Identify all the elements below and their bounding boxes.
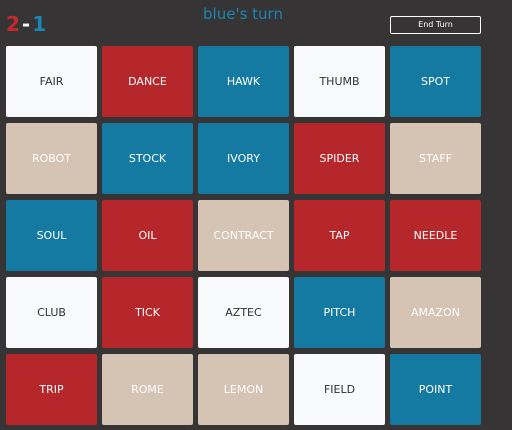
- word-card[interactable]: STAFF: [390, 123, 481, 194]
- word-card[interactable]: POINT: [390, 354, 481, 425]
- score-separator: -: [21, 12, 33, 36]
- word-card[interactable]: SOUL: [6, 200, 97, 271]
- word-card[interactable]: TRIP: [6, 354, 97, 425]
- score: 2-1: [6, 12, 48, 36]
- word-card[interactable]: ROBOT: [6, 123, 97, 194]
- word-card[interactable]: DANCE: [102, 46, 193, 117]
- word-card[interactable]: IVORY: [198, 123, 289, 194]
- word-card[interactable]: TICK: [102, 277, 193, 348]
- turn-title: blue's turn: [203, 5, 283, 23]
- word-card[interactable]: AMAZON: [390, 277, 481, 348]
- word-card[interactable]: HAWK: [198, 46, 289, 117]
- word-card[interactable]: FIELD: [294, 354, 385, 425]
- word-card[interactable]: ROME: [102, 354, 193, 425]
- word-card[interactable]: AZTEC: [198, 277, 289, 348]
- word-card[interactable]: SPIDER: [294, 123, 385, 194]
- word-card[interactable]: SPOT: [390, 46, 481, 117]
- word-card[interactable]: TAP: [294, 200, 385, 271]
- word-card[interactable]: FAIR: [6, 46, 97, 117]
- word-card[interactable]: LEMON: [198, 354, 289, 425]
- word-card[interactable]: OIL: [102, 200, 193, 271]
- word-card[interactable]: PITCH: [294, 277, 385, 348]
- end-turn-button[interactable]: End Turn: [390, 16, 481, 34]
- word-card[interactable]: NEEDLE: [390, 200, 481, 271]
- word-card[interactable]: STOCK: [102, 123, 193, 194]
- word-card[interactable]: THUMB: [294, 46, 385, 117]
- word-card[interactable]: CONTRACT: [198, 200, 289, 271]
- word-card[interactable]: CLUB: [6, 277, 97, 348]
- blue-score: 1: [32, 12, 49, 36]
- red-score: 2: [6, 12, 22, 36]
